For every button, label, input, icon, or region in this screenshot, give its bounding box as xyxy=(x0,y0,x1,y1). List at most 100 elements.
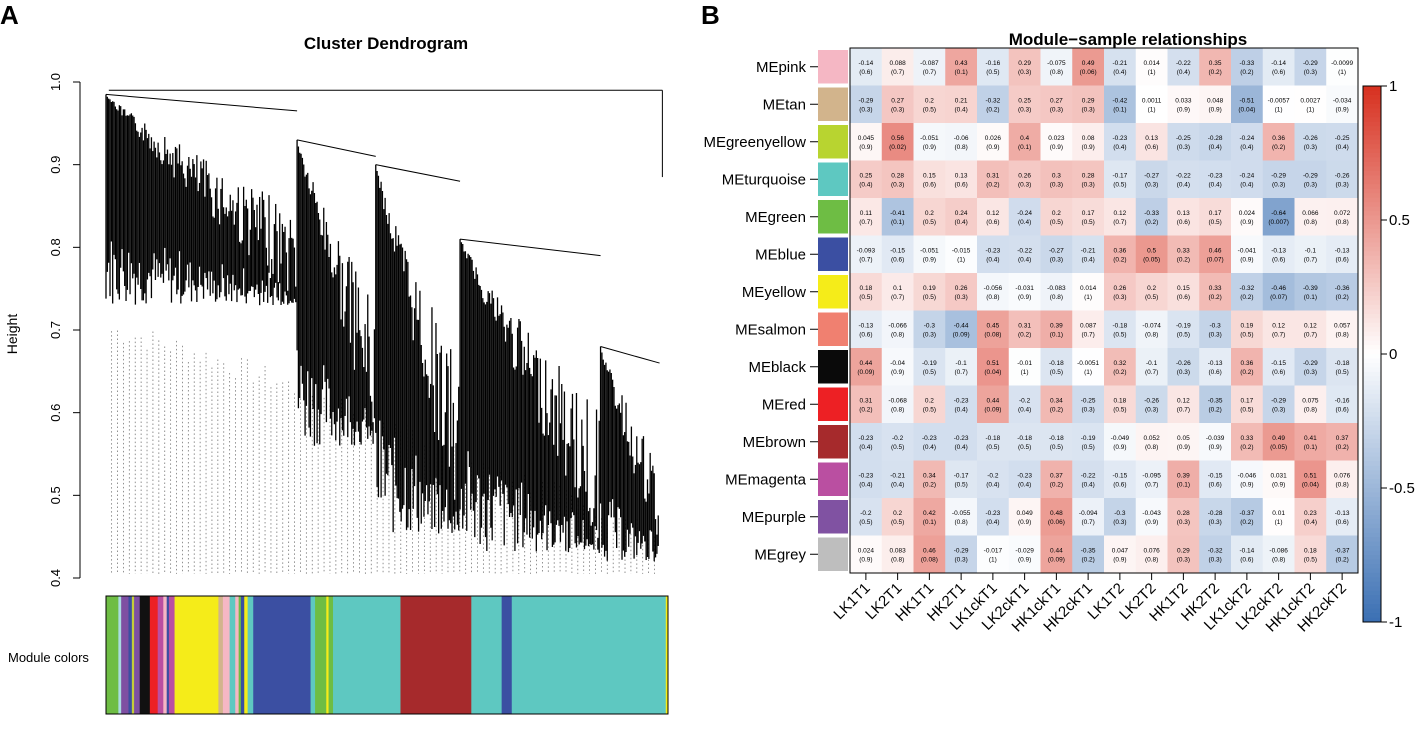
heatmap-cell xyxy=(1262,123,1295,161)
heatmap-cell-pvalue: (0.6) xyxy=(1208,481,1221,488)
heatmap-cell-pvalue: (0.7) xyxy=(923,69,936,76)
dendrogram-cluster-connector xyxy=(600,346,660,364)
heatmap-cell-value: 0.26 xyxy=(955,285,968,292)
heatmap-cell xyxy=(1199,423,1232,461)
heatmap-cell-value: -0.075 xyxy=(1047,60,1066,67)
heatmap-cell xyxy=(881,123,914,161)
heatmap-cell-value: -0.14 xyxy=(858,60,873,67)
colorbar-band xyxy=(1363,197,1381,203)
heatmap-cell-pvalue: (0.8) xyxy=(954,144,967,151)
heatmap-cell xyxy=(1072,310,1105,349)
heatmap-cell-pvalue: (0.8) xyxy=(954,519,967,526)
colorbar-band xyxy=(1363,586,1381,592)
heatmap-cell-pvalue: (1) xyxy=(1148,106,1156,113)
colorbar-band xyxy=(1363,215,1381,221)
heatmap-cell-pvalue: (0.7) xyxy=(1113,219,1126,226)
heatmap-cell-value: 0.083 xyxy=(889,547,906,554)
heatmap-cell-pvalue: (0.3) xyxy=(1177,369,1190,376)
heatmap-cell xyxy=(945,348,978,386)
heatmap-cell-value: 0.023 xyxy=(1048,135,1065,142)
heatmap-cell-value: -0.23 xyxy=(985,510,1000,517)
colorbar-band xyxy=(1363,313,1381,319)
heatmap-cell-value: 0.11 xyxy=(860,210,873,217)
colorbar-band xyxy=(1363,336,1381,342)
heatmap-cell-pvalue: (0.2) xyxy=(1050,481,1063,488)
heatmap-cell xyxy=(1326,460,1359,499)
colorbar-band xyxy=(1363,474,1381,480)
heatmap-cell-pvalue: (0.6) xyxy=(923,181,936,188)
heatmap-cell-value: -0.26 xyxy=(1144,397,1159,404)
module-color-segment xyxy=(106,596,119,714)
heatmap-cell-pvalue: (0.5) xyxy=(986,444,999,451)
heatmap-cell-pvalue: (0.9) xyxy=(923,256,936,263)
heatmap-cell-pvalue: (0.4) xyxy=(986,481,999,488)
heatmap-cell-value: 0.12 xyxy=(1272,322,1285,329)
heatmap-cell xyxy=(881,198,914,236)
heatmap-cell-pvalue: (0.9) xyxy=(1177,444,1190,451)
dendrogram-y-axis: 0.4 0.5 0.6 0.7 0.8 0.9 1.0 xyxy=(48,73,81,587)
colorbar-band xyxy=(1363,287,1381,292)
heatmap-cell-value: -0.24 xyxy=(1017,210,1032,217)
heatmap-cell-pvalue: (0.5) xyxy=(859,519,872,526)
heatmap-cell-value: 0.46 xyxy=(923,547,936,554)
heatmap-cell-value: 0.32 xyxy=(1114,360,1127,367)
dendrogram-y-tick-label: 0.9 xyxy=(48,156,63,174)
heatmap-cell-pvalue: (0.3) xyxy=(1177,519,1190,526)
heatmap-cell-value: -0.13 xyxy=(1335,247,1350,254)
heatmap-cell-pvalue: (0.08) xyxy=(921,556,938,563)
colorbar-band xyxy=(1363,206,1381,212)
heatmap-cell xyxy=(1167,273,1200,311)
heatmap-cell-pvalue: (0.3) xyxy=(1335,181,1348,188)
heatmap-cell-value: 0.4 xyxy=(1020,135,1029,142)
heatmap-cell xyxy=(913,348,946,386)
heatmap-cell-pvalue: (0.7) xyxy=(891,294,904,301)
heatmap-cell xyxy=(1326,310,1359,349)
heatmap-cell-pvalue: (0.5) xyxy=(986,69,999,76)
module-color-segment xyxy=(131,596,135,714)
heatmap-cell-value: -0.15 xyxy=(1208,472,1223,479)
heatmap-cell-value: 0.0027 xyxy=(1300,97,1320,104)
heatmap-cell-pvalue: (0.7) xyxy=(859,256,872,263)
heatmap-cell-value: -0.06 xyxy=(954,135,969,142)
heatmap-cell-pvalue: (0.3) xyxy=(1272,406,1285,413)
heatmap-cell-value: 0.45 xyxy=(987,322,1000,329)
heatmap-cell xyxy=(850,535,883,574)
heatmap-cell xyxy=(1135,235,1168,274)
heatmap-cell-value: -0.13 xyxy=(1208,360,1223,367)
heatmap-cell-value: -0.22 xyxy=(1176,172,1191,179)
heatmap-cell xyxy=(1199,198,1232,236)
heatmap-cell-pvalue: (0.2) xyxy=(1177,256,1190,263)
heatmap-cell-value: 0.29 xyxy=(1177,547,1190,554)
heatmap-cell-pvalue: (0.4) xyxy=(1335,144,1348,151)
heatmap-cell-pvalue: (1) xyxy=(1275,106,1283,113)
heatmap-cell-value: -0.25 xyxy=(1081,397,1096,404)
heatmap-cell xyxy=(945,123,978,161)
heatmap-cell-pvalue: (0.2) xyxy=(1272,144,1285,151)
colorbar-band xyxy=(1363,179,1381,185)
heatmap-cell-value: 0.2 xyxy=(1052,210,1061,217)
heatmap-cell-value: -0.36 xyxy=(1335,285,1350,292)
heatmap-cell-value: 0.31 xyxy=(860,397,873,404)
heatmap-cell-value: -0.1 xyxy=(1146,360,1158,367)
heatmap-cell xyxy=(945,235,978,274)
colorbar-band xyxy=(1363,349,1381,355)
heatmap-cell-value: 0.014 xyxy=(1080,285,1097,292)
colorbar-band xyxy=(1363,148,1381,154)
heatmap-cell-pvalue: (0.4) xyxy=(1240,181,1253,188)
heatmap-cell-pvalue: (0.6) xyxy=(1335,519,1348,526)
heatmap-cell xyxy=(1231,198,1264,236)
heatmap-cell xyxy=(881,348,914,386)
colorbar-band xyxy=(1363,354,1381,359)
heatmap-cell-value: 0.51 xyxy=(987,360,1000,367)
heatmap-cell xyxy=(1167,310,1200,349)
heatmap-cell-pvalue: (0.9) xyxy=(923,144,936,151)
colorbar-band xyxy=(1363,416,1381,422)
heatmap-cell-pvalue: (1) xyxy=(1084,294,1092,301)
heatmap-cell xyxy=(1008,198,1041,236)
heatmap-cell xyxy=(1008,535,1041,574)
heatmap-cell-pvalue: (0.3) xyxy=(1081,181,1094,188)
heatmap-cell xyxy=(850,385,883,424)
module-colors-label: Module colors xyxy=(8,650,89,665)
heatmap-cell xyxy=(1072,423,1105,461)
heatmap-cell-pvalue: (0.6) xyxy=(1113,481,1126,488)
